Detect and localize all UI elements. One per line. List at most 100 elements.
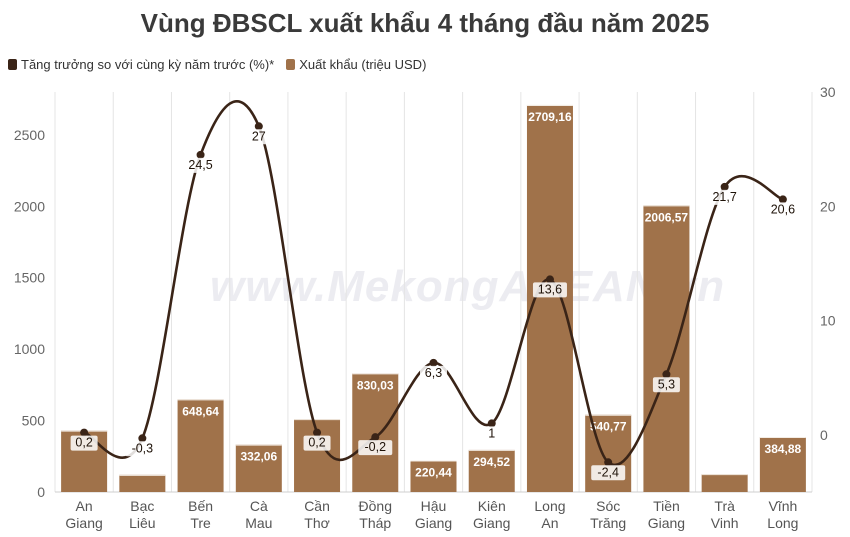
- x-tick-label: Bạc: [130, 498, 154, 514]
- growth-label-bg: [485, 426, 499, 442]
- x-tick-label: Cà: [250, 498, 268, 514]
- legend-item-export: Xuất khẩu (triệu USD): [286, 57, 426, 72]
- chart-title: Vùng ĐBSCL xuất khẩu 4 tháng đầu năm 202…: [140, 8, 710, 38]
- x-tick-label: Vĩnh: [768, 498, 797, 514]
- x-tick-label: Cần: [304, 498, 330, 514]
- growth-point: [720, 182, 729, 191]
- x-tick-label: Liêu: [129, 515, 155, 531]
- growth-label-bg: [652, 377, 680, 393]
- bar: [759, 437, 806, 492]
- x-tick-label: Bến: [188, 498, 213, 514]
- growth-value-label: 0,2: [75, 436, 92, 450]
- bar-value-label: 540,77: [590, 420, 627, 434]
- legend-label-growth: Tăng trưởng so với cùng kỳ năm trước (%)…: [21, 57, 275, 72]
- x-tick-label: Giang: [473, 515, 510, 531]
- growth-label-bg: [125, 441, 160, 457]
- x-tick-label: Hậu: [421, 498, 447, 514]
- growth-label-bg: [183, 157, 218, 173]
- bar: [177, 399, 224, 492]
- legend: Tăng trưởng so với cùng kỳ năm trước (%)…: [8, 57, 426, 72]
- y-left-tick: 1500: [14, 270, 45, 286]
- bar: [701, 474, 748, 492]
- x-tick-label: Long: [534, 498, 565, 514]
- x-tick-label: Tiền: [653, 498, 680, 514]
- x-tick-label: Vinh: [711, 515, 739, 531]
- growth-point: [371, 433, 380, 442]
- growth-value-label: 21,7: [712, 190, 736, 204]
- x-tick-label: An: [541, 515, 558, 531]
- bar: [643, 205, 690, 492]
- bar-value-label: 294,52: [473, 455, 510, 469]
- growth-point: [80, 428, 89, 437]
- growth-value-label: 0,2: [308, 436, 325, 450]
- bar: [119, 474, 166, 492]
- growth-label-bg: [532, 282, 567, 298]
- growth-value-label: -0,2: [364, 440, 386, 454]
- bar-value-label: 2006,57: [645, 210, 689, 224]
- legend-swatch-export: [286, 59, 296, 70]
- y-left-tick: 2000: [14, 198, 45, 214]
- bar: [235, 444, 282, 492]
- growth-value-label: 24,5: [188, 158, 212, 172]
- legend-item-growth: Tăng trưởng so với cùng kỳ năm trước (%)…: [8, 57, 274, 72]
- growth-value-label: 1: [488, 426, 495, 440]
- x-tick-label: Tre: [190, 515, 211, 531]
- growth-label-bg: [707, 189, 742, 205]
- bar: [352, 373, 399, 492]
- growth-point: [487, 419, 496, 428]
- y-right-tick: 0: [820, 427, 828, 443]
- growth-point: [196, 150, 205, 159]
- bar-value-label: 2709,16: [528, 110, 572, 124]
- x-tick-label: Thơ: [304, 515, 330, 531]
- bar: [468, 449, 515, 492]
- growth-point: [429, 358, 438, 367]
- growth-value-label: 6,3: [425, 366, 442, 380]
- x-tick-label: Trà: [714, 498, 735, 514]
- bar-value-label: 220,44: [415, 466, 452, 480]
- growth-value-label: 13,6: [538, 282, 562, 296]
- x-tick-label: Trăng: [590, 515, 626, 531]
- y-left-tick: 0: [37, 484, 45, 500]
- growth-point: [313, 428, 322, 437]
- legend-swatch-growth: [8, 59, 17, 70]
- growth-point: [545, 275, 554, 284]
- x-tick-label: Tháp: [359, 515, 391, 531]
- legend-label-export: Xuất khẩu (triệu USD): [299, 57, 427, 72]
- growth-label-bg: [420, 365, 447, 381]
- y-right-tick: 10: [820, 313, 836, 329]
- growth-point: [662, 370, 671, 379]
- x-tick-label: Giang: [65, 515, 102, 531]
- y-right-tick: 30: [820, 84, 836, 100]
- growth-value-label: -0,3: [132, 441, 154, 455]
- watermark: www.MekongASEAN.vn: [210, 262, 726, 311]
- growth-value-label: -2,4: [597, 465, 619, 479]
- x-tick-label: Kiên: [478, 498, 506, 514]
- bar-value-label: 648,64: [182, 404, 219, 418]
- growth-value-label: 27: [252, 129, 266, 143]
- growth-point: [138, 434, 147, 443]
- y-left-tick: 500: [22, 413, 46, 429]
- y-right-tick: 20: [820, 198, 836, 214]
- growth-label-bg: [358, 440, 393, 456]
- x-tick-label: Giang: [648, 515, 685, 531]
- growth-label-bg: [765, 202, 800, 218]
- growth-label-bg: [248, 129, 269, 145]
- bar-value-label: 332,06: [240, 450, 277, 464]
- bar-value-label: 384,88: [765, 442, 802, 456]
- x-tick-label: Mau: [245, 515, 272, 531]
- bar: [410, 460, 457, 492]
- x-tick-label: Giang: [415, 515, 452, 531]
- growth-label-bg: [70, 435, 98, 451]
- growth-value-label: 5,3: [658, 377, 675, 391]
- growth-label-bg: [303, 435, 331, 451]
- growth-point: [604, 458, 613, 467]
- growth-point: [254, 122, 263, 131]
- x-tick-label: Sóc: [596, 498, 620, 514]
- y-left-tick: 1000: [14, 341, 45, 357]
- x-tick-label: An: [76, 498, 93, 514]
- bar-value-label: 830,03: [357, 378, 394, 392]
- growth-label-bg: [591, 465, 626, 481]
- growth-point: [778, 195, 787, 204]
- y-left-tick: 2500: [14, 127, 45, 143]
